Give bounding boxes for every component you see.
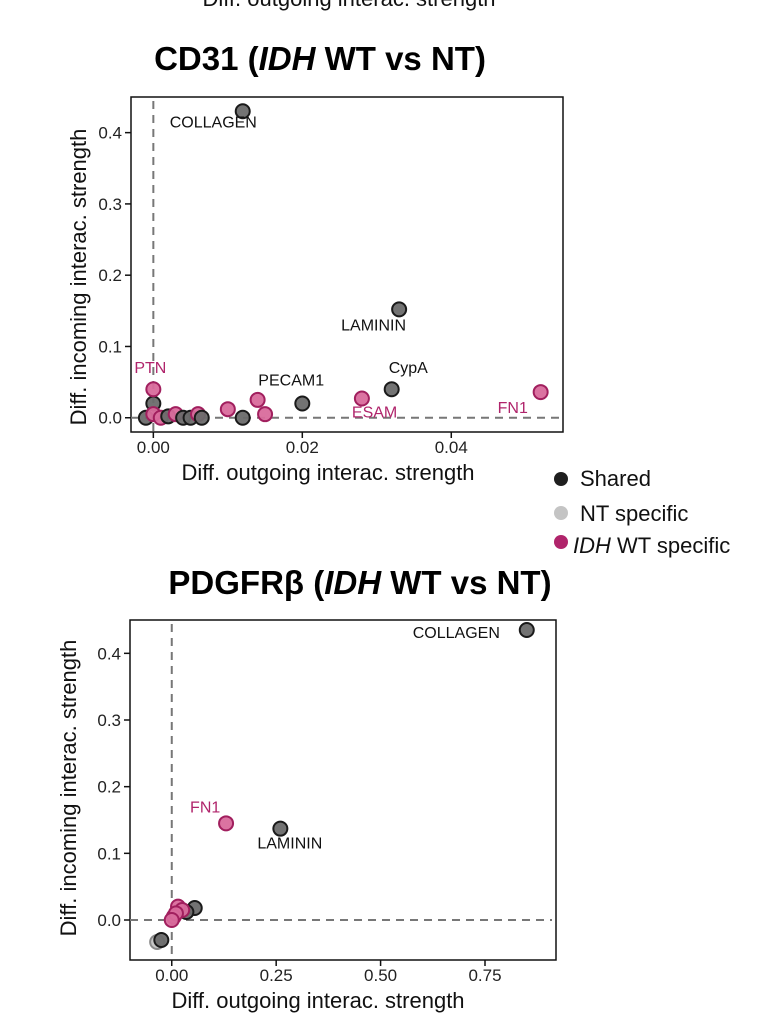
point-label-laminin: LAMININ bbox=[257, 836, 322, 853]
legend-marker-nt bbox=[554, 506, 568, 520]
panel-cd31-ylabel: Diff. incoming interac. strength bbox=[66, 129, 91, 426]
data-point-shared bbox=[193, 409, 210, 426]
y-tick-label: 0.1 bbox=[98, 337, 122, 356]
y-tick-label: 0.3 bbox=[98, 195, 122, 214]
data-point-shared bbox=[153, 932, 170, 948]
point-label-ptn: PTN bbox=[134, 360, 166, 377]
legend: Shared NT specific IDH WT specific bbox=[554, 466, 730, 558]
data-point-idh bbox=[219, 401, 236, 418]
panel-pdgfrb-ylabel: Diff. incoming interac. strength bbox=[56, 640, 81, 937]
point-label-fn1: FN1 bbox=[498, 400, 528, 417]
y-tick-label: 0.0 bbox=[97, 911, 121, 930]
y-tick-label: 0.4 bbox=[98, 124, 122, 143]
y-tick-label: 0.3 bbox=[97, 711, 121, 730]
data-point-idh bbox=[353, 390, 370, 407]
panel-pdgfrb: PDGFRβ (IDH WT vs NT) 0.00 0.25 0.50 0.750.… bbox=[56, 564, 557, 1013]
y-tick-label: 0.1 bbox=[97, 844, 121, 863]
y-tick-label: 0.2 bbox=[98, 266, 122, 285]
legend-label-idh: IDH WT specific bbox=[573, 533, 730, 558]
data-point-idh bbox=[163, 912, 180, 928]
point-label-esam: ESAM bbox=[352, 405, 397, 422]
x-tick-label: 0.04 bbox=[435, 438, 468, 457]
x-tick-label: 0.02 bbox=[286, 438, 319, 457]
x-tick-label: 0.00 bbox=[155, 966, 188, 985]
panel-pdgfrb-title: PDGFRβ (IDH WT vs NT) bbox=[168, 564, 551, 601]
point-label-collagen: COLLAGEN bbox=[170, 114, 257, 131]
point-label-cypa: CypA bbox=[389, 360, 428, 377]
panel-cd31: CD31 (IDH WT vs NT) 0.00 0.02 0.040.00.10.… bbox=[66, 40, 564, 485]
x-tick-label: 0.00 bbox=[137, 438, 170, 457]
y-tick-label: 0.2 bbox=[97, 778, 121, 797]
x-tick-label: 0.50 bbox=[364, 966, 397, 985]
legend-marker-shared bbox=[554, 472, 568, 486]
data-point-idh bbox=[145, 381, 162, 398]
data-point-idh bbox=[249, 391, 266, 408]
cut-off-axis-title: Diff. outgoing interac. strength bbox=[202, 0, 495, 11]
x-tick-label: 0.75 bbox=[468, 966, 501, 985]
data-point-idh bbox=[257, 406, 274, 423]
y-tick-label: 0.4 bbox=[97, 644, 121, 663]
plot-frame-pdgfrb bbox=[129, 619, 557, 961]
data-point-idh bbox=[532, 384, 549, 401]
point-label-collagen: COLLAGEN bbox=[413, 625, 500, 642]
legend-label-shared: Shared bbox=[580, 466, 651, 491]
data-point-shared bbox=[391, 301, 408, 318]
legend-label-nt: NT specific bbox=[580, 501, 688, 526]
panel-cd31-title: CD31 (IDH WT vs NT) bbox=[154, 40, 486, 77]
panel-pdgfrb-xlabel: Diff. outgoing interac. strength bbox=[171, 988, 464, 1013]
x-tick-label: 0.25 bbox=[260, 966, 293, 985]
point-label-fn1: FN1 bbox=[190, 799, 220, 816]
plot-area-cd31: 0.00 0.02 0.04 0.0 0.1 0.2 0.3 0.4 COLLAGEN LAMIN… bbox=[98, 96, 564, 457]
legend-marker-idh bbox=[554, 535, 568, 549]
data-point-shared bbox=[518, 622, 535, 638]
data-point-idh bbox=[218, 815, 235, 832]
data-point-shared bbox=[272, 820, 289, 837]
panel-cd31-xlabel: Diff. outgoing interac. strength bbox=[181, 460, 474, 485]
y-tick-label: 0.0 bbox=[98, 409, 122, 428]
data-point-shared bbox=[383, 381, 400, 398]
plot-frame-cd31 bbox=[130, 96, 564, 433]
data-point-shared bbox=[234, 103, 251, 120]
data-point-shared bbox=[294, 395, 311, 412]
point-label-laminin: LAMININ bbox=[341, 317, 406, 334]
data-point-shared bbox=[234, 409, 251, 426]
plot-area-pdgfrb: 0.00 0.25 0.50 0.75 0.0 0.1 0.2 0.3 0.4 COLLAGEN L… bbox=[97, 619, 557, 985]
point-label-pecam1: PECAM1 bbox=[258, 372, 324, 389]
